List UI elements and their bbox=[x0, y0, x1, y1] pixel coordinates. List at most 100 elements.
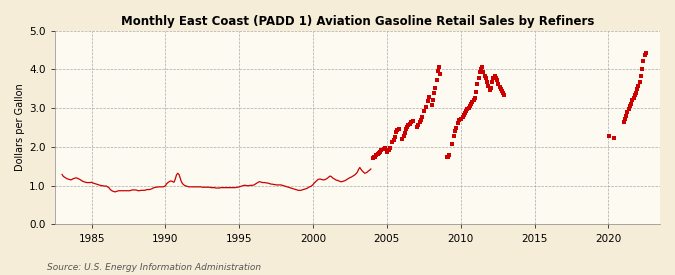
Point bbox=[435, 72, 446, 76]
Point bbox=[641, 51, 651, 55]
Point bbox=[454, 117, 464, 122]
Point bbox=[485, 86, 496, 90]
Point bbox=[408, 118, 418, 123]
Point bbox=[484, 87, 495, 92]
Point bbox=[442, 154, 453, 159]
Point bbox=[488, 76, 499, 80]
Point bbox=[419, 109, 430, 113]
Point bbox=[385, 146, 396, 150]
Point bbox=[412, 125, 423, 129]
Point bbox=[383, 148, 394, 152]
Point bbox=[461, 109, 472, 113]
Point bbox=[446, 142, 457, 146]
Point bbox=[483, 84, 494, 88]
Point bbox=[603, 134, 614, 139]
Point bbox=[629, 93, 640, 98]
Point bbox=[382, 150, 393, 154]
Point bbox=[389, 135, 400, 139]
Point bbox=[456, 116, 466, 121]
Point bbox=[402, 125, 412, 129]
Point bbox=[430, 86, 441, 90]
Point bbox=[470, 90, 481, 94]
Point bbox=[493, 81, 504, 86]
Point bbox=[403, 123, 414, 127]
Point bbox=[623, 106, 634, 111]
Point bbox=[499, 92, 510, 97]
Point bbox=[621, 114, 632, 118]
Point bbox=[620, 117, 630, 121]
Point bbox=[628, 95, 639, 100]
Point bbox=[375, 149, 385, 154]
Point bbox=[441, 154, 452, 159]
Point bbox=[634, 80, 645, 84]
Point bbox=[475, 70, 485, 75]
Point bbox=[415, 117, 426, 122]
Point bbox=[464, 104, 475, 108]
Point bbox=[392, 128, 403, 133]
Point bbox=[434, 64, 445, 69]
Point bbox=[373, 150, 384, 155]
Point bbox=[468, 97, 479, 102]
Point bbox=[633, 84, 644, 88]
Point bbox=[457, 114, 468, 119]
Point bbox=[428, 97, 439, 102]
Point bbox=[497, 90, 508, 95]
Point bbox=[466, 102, 477, 106]
Point bbox=[397, 137, 408, 141]
Point bbox=[479, 74, 490, 79]
Point bbox=[494, 85, 505, 89]
Point bbox=[497, 89, 508, 93]
Point bbox=[429, 91, 439, 96]
Point bbox=[626, 102, 637, 106]
Point bbox=[387, 140, 398, 144]
Point bbox=[379, 147, 389, 151]
Point bbox=[489, 74, 500, 78]
Point bbox=[639, 53, 650, 57]
Point bbox=[424, 95, 435, 100]
Point bbox=[463, 106, 474, 110]
Point bbox=[452, 121, 463, 125]
Point bbox=[462, 107, 473, 111]
Point bbox=[380, 146, 391, 150]
Point bbox=[433, 69, 443, 73]
Point bbox=[467, 100, 478, 104]
Point bbox=[427, 103, 437, 107]
Y-axis label: Dollars per Gallon: Dollars per Gallon bbox=[15, 84, 25, 171]
Point bbox=[622, 110, 632, 114]
Point bbox=[376, 148, 387, 153]
Point bbox=[451, 125, 462, 130]
Point bbox=[393, 126, 404, 131]
Point bbox=[443, 152, 454, 157]
Point bbox=[450, 129, 460, 134]
Point bbox=[367, 156, 378, 160]
Point bbox=[400, 131, 410, 136]
Point bbox=[448, 134, 459, 138]
Point bbox=[473, 76, 484, 81]
Text: Source: U.S. Energy Information Administration: Source: U.S. Energy Information Administ… bbox=[47, 263, 261, 272]
Point bbox=[491, 76, 502, 80]
Point bbox=[478, 70, 489, 74]
Point bbox=[476, 66, 487, 71]
Point bbox=[472, 82, 483, 86]
Point bbox=[487, 80, 497, 84]
Point bbox=[481, 76, 491, 80]
Point bbox=[388, 138, 399, 142]
Point bbox=[421, 105, 431, 109]
Point bbox=[618, 120, 629, 124]
Point bbox=[369, 155, 379, 160]
Point bbox=[404, 122, 415, 126]
Point bbox=[609, 136, 620, 141]
Point bbox=[391, 130, 402, 134]
Point bbox=[638, 59, 649, 63]
Point bbox=[400, 127, 411, 131]
Point bbox=[416, 114, 427, 119]
Point bbox=[413, 123, 424, 127]
Point bbox=[624, 104, 635, 108]
Point bbox=[470, 95, 481, 100]
Point bbox=[627, 98, 638, 103]
Point bbox=[373, 152, 383, 156]
Point bbox=[371, 153, 382, 157]
Point bbox=[477, 65, 487, 70]
Point bbox=[431, 78, 442, 82]
Point bbox=[491, 78, 502, 82]
